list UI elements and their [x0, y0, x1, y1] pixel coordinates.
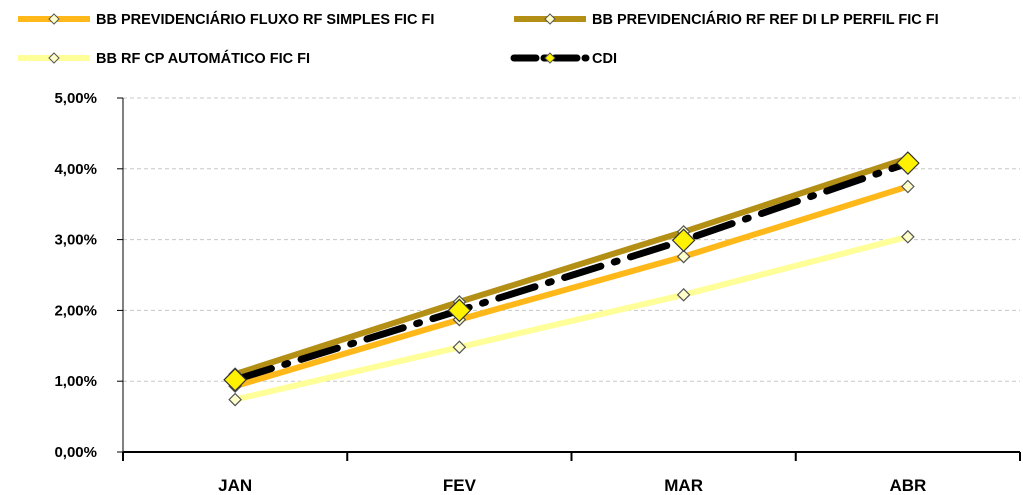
legend-marker	[544, 13, 556, 25]
y-tick-label: 4,00%	[54, 161, 97, 178]
series-line	[234, 155, 909, 377]
data-point	[447, 298, 472, 323]
y-tick-label: 0,00%	[54, 444, 97, 461]
legend: BB PREVIDENCIÁRIO FLUXO RF SIMPLES FIC F…	[18, 11, 939, 67]
x-tick-label: JAN	[218, 476, 252, 495]
legend-marker	[48, 13, 60, 25]
data-point	[671, 228, 696, 253]
x-tick-label: MAR	[664, 476, 703, 495]
legend-label: BB PREVIDENCIÁRIO RF REF DI LP PERFIL FI…	[592, 11, 939, 28]
series-line	[231, 159, 912, 384]
y-tick-labels: 0,00% 1,00% 2,00% 3,00% 4,00% 5,00%	[54, 90, 97, 461]
y-tick-label: 2,00%	[54, 302, 97, 319]
axes	[117, 97, 1021, 461]
series-markers	[223, 151, 920, 407]
data-point	[676, 249, 691, 264]
x-tick-label: FEV	[443, 476, 477, 495]
data-point	[223, 367, 247, 392]
series-line	[234, 183, 909, 390]
data-point	[901, 179, 915, 194]
x-tick-labels: JAN FEV MAR ABR	[218, 476, 926, 495]
legend-marker	[48, 52, 60, 64]
series-lines	[231, 155, 912, 403]
data-point	[452, 340, 467, 355]
legend-label: CDI	[592, 51, 617, 67]
grid-lines	[123, 97, 1020, 382]
series-line	[234, 233, 909, 403]
data-point	[228, 392, 242, 407]
legend-label: BB RF CP AUTOMÁTICO FIC FI	[96, 50, 310, 67]
y-tick-label: 1,00%	[54, 373, 97, 390]
data-point	[901, 229, 915, 244]
y-tick-label: 5,00%	[54, 90, 97, 107]
data-point	[896, 151, 920, 175]
x-tick-label: ABR	[889, 476, 926, 495]
legend-marker	[544, 52, 556, 64]
data-point	[676, 287, 691, 302]
legend-label: BB PREVIDENCIÁRIO FLUXO RF SIMPLES FIC F…	[96, 11, 434, 28]
y-tick-label: 3,00%	[54, 232, 97, 249]
